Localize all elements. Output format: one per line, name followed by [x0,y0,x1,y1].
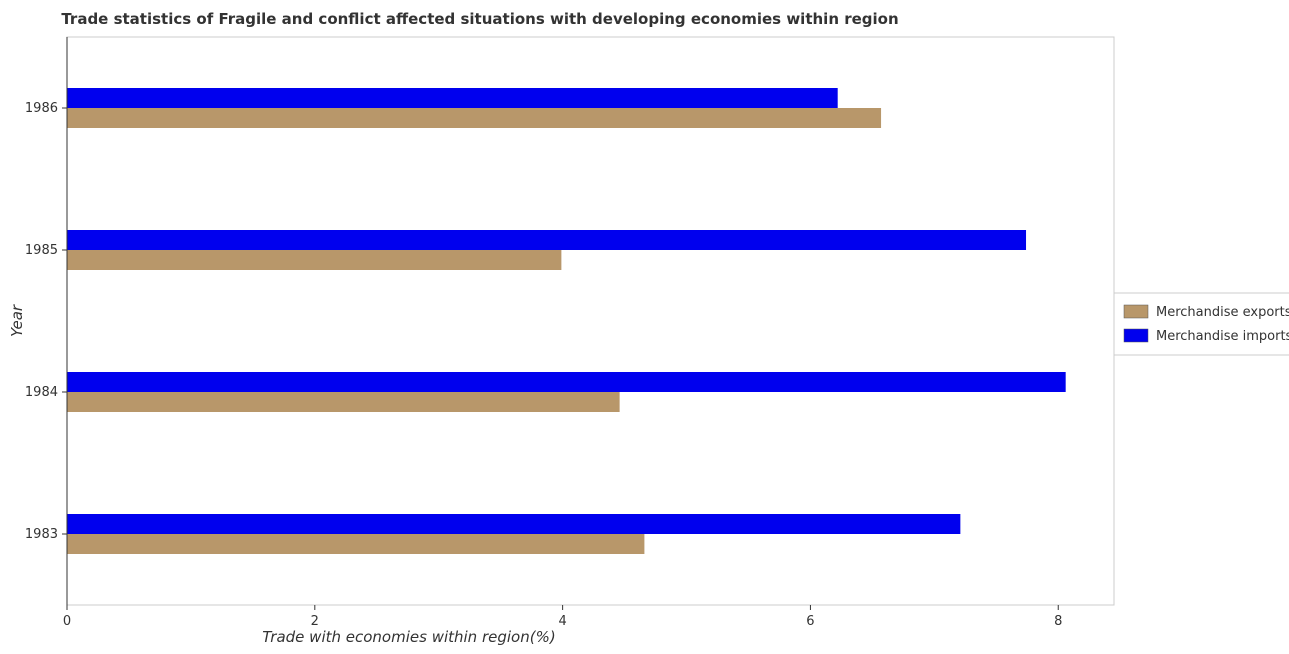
bars [67,88,1066,554]
x-axis: 0 2 4 6 8 [63,605,1062,629]
x-tick-label-8: 8 [1054,614,1062,629]
bar-exports-1983 [67,534,645,554]
x-axis-label: Trade with economies within region(%) [262,628,555,646]
bar-imports-1984 [67,372,1066,392]
legend: Merchandise exports Merchandise imports [1113,292,1289,356]
x-tick-label-2: 2 [311,614,319,629]
chart-title: Trade statistics of Fragile and conflict… [61,10,898,28]
y-axis-label: Year [8,304,26,337]
bar-imports-1985 [67,230,1027,250]
legend-swatch-imports [1123,328,1149,343]
legend-label-exports: Merchandise exports [1156,305,1289,320]
legend-label-imports: Merchandise imports [1156,329,1289,344]
bar-imports-1986 [67,88,838,108]
bar-exports-1984 [67,392,620,412]
legend-swatch-exports [1123,304,1149,319]
bar-imports-1983 [67,514,961,534]
y-tick-label-1984: 1984 [25,385,58,400]
y-tick-label-1983: 1983 [25,527,58,542]
y-axis: 1983 1984 1985 1986 [25,37,68,605]
y-tick-label-1986: 1986 [25,101,58,116]
x-tick-label-6: 6 [806,614,814,629]
x-tick-label-4: 4 [558,614,566,629]
y-tick-label-1985: 1985 [25,243,58,258]
bar-exports-1985 [67,250,562,270]
x-tick-label-0: 0 [63,614,71,629]
legend-box [1113,292,1289,356]
bar-exports-1986 [67,108,882,128]
